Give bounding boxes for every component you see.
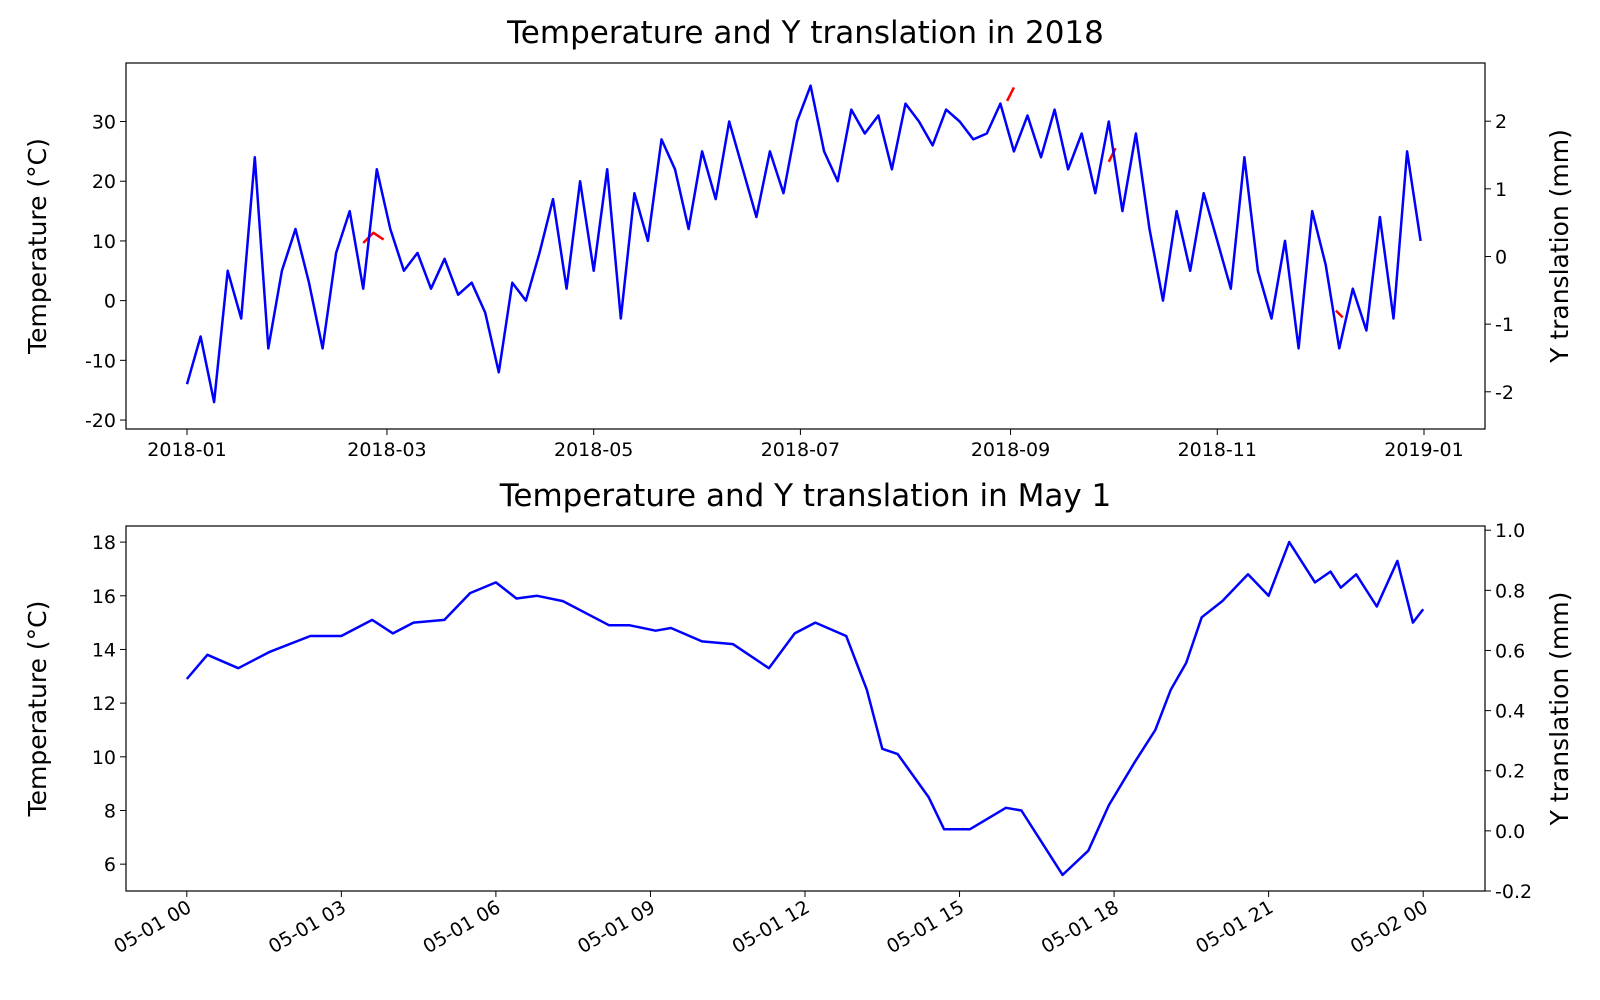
y2-axis-label: Y translation (mm) bbox=[1545, 592, 1574, 827]
y-axis-label: Temperature (°C) bbox=[23, 601, 52, 818]
chart-title: Temperature and Y translation in 2018 bbox=[506, 15, 1104, 51]
y2-tick-label: 0.2 bbox=[1495, 761, 1525, 783]
y2-tick-label: 1 bbox=[1495, 179, 1507, 201]
y-tick-label: 6 bbox=[104, 854, 116, 876]
x-tick-label: 2018-07 bbox=[761, 439, 840, 461]
y2-tick-label: 0.6 bbox=[1495, 640, 1525, 662]
y2-tick-label: 0.4 bbox=[1495, 701, 1525, 723]
y-tick-label: -10 bbox=[85, 350, 116, 372]
y2-tick-label: 0.0 bbox=[1495, 821, 1525, 843]
y-tick-label: 0 bbox=[104, 291, 116, 313]
y-tick-label: 10 bbox=[92, 747, 116, 769]
data-line bbox=[185, 84, 1422, 404]
x-tick-label: 2018-09 bbox=[971, 439, 1050, 461]
x-tick-label: 2018-01 bbox=[147, 439, 226, 461]
x-tick-label: 05-01 18 bbox=[1038, 896, 1123, 958]
x-tick-label: 2019-01 bbox=[1384, 439, 1463, 461]
y2-tick-label: -2 bbox=[1495, 382, 1514, 404]
data-line bbox=[185, 540, 1425, 877]
plot-frame bbox=[125, 525, 1486, 892]
y2-axis-label: Y translation (mm) bbox=[1545, 129, 1574, 364]
data-line bbox=[362, 86, 1344, 319]
x-tick-label: 05-01 21 bbox=[1192, 896, 1277, 958]
y-tick-label: 20 bbox=[92, 171, 116, 193]
y-axis-label: Temperature (°C) bbox=[23, 138, 52, 355]
y-tick-label: -20 bbox=[85, 410, 116, 432]
chart-title: Temperature and Y translation in May 1 bbox=[499, 478, 1112, 514]
y2-tick-label: 2 bbox=[1495, 111, 1507, 133]
x-tick-label: 05-01 12 bbox=[728, 896, 813, 958]
chart: Temperature and Y translation in May 1 Te… bbox=[23, 478, 1574, 958]
chart: Temperature and Y translation in 2018 Tem… bbox=[23, 15, 1574, 461]
y-tick-label: 30 bbox=[92, 112, 116, 134]
y-tick-label: 8 bbox=[104, 800, 116, 822]
y-tick-label: 10 bbox=[92, 231, 116, 253]
y2-tick-label: 1.0 bbox=[1495, 520, 1525, 542]
y-tick-label: 14 bbox=[92, 639, 116, 661]
x-tick-label: 05-02 00 bbox=[1347, 896, 1432, 958]
y-tick-label: 18 bbox=[92, 532, 116, 554]
x-tick-label: 05-01 00 bbox=[110, 896, 195, 958]
y-tick-label: 16 bbox=[92, 586, 116, 608]
plot-frame bbox=[125, 62, 1486, 430]
x-tick-label: 2018-05 bbox=[554, 439, 633, 461]
x-tick-label: 05-01 15 bbox=[883, 896, 968, 958]
y2-tick-label: 0.8 bbox=[1495, 580, 1525, 602]
x-tick-label: 2018-03 bbox=[347, 439, 426, 461]
y-tick-label: 12 bbox=[92, 693, 116, 715]
x-tick-label: 05-01 09 bbox=[574, 896, 659, 958]
x-tick-label: 2018-11 bbox=[1178, 439, 1257, 461]
y2-tick-label: -0.2 bbox=[1495, 881, 1532, 903]
y2-tick-label: -1 bbox=[1495, 314, 1514, 336]
x-tick-label: 05-01 03 bbox=[265, 896, 350, 958]
y2-tick-label: 0 bbox=[1495, 246, 1507, 268]
x-tick-label: 05-01 06 bbox=[419, 896, 504, 958]
